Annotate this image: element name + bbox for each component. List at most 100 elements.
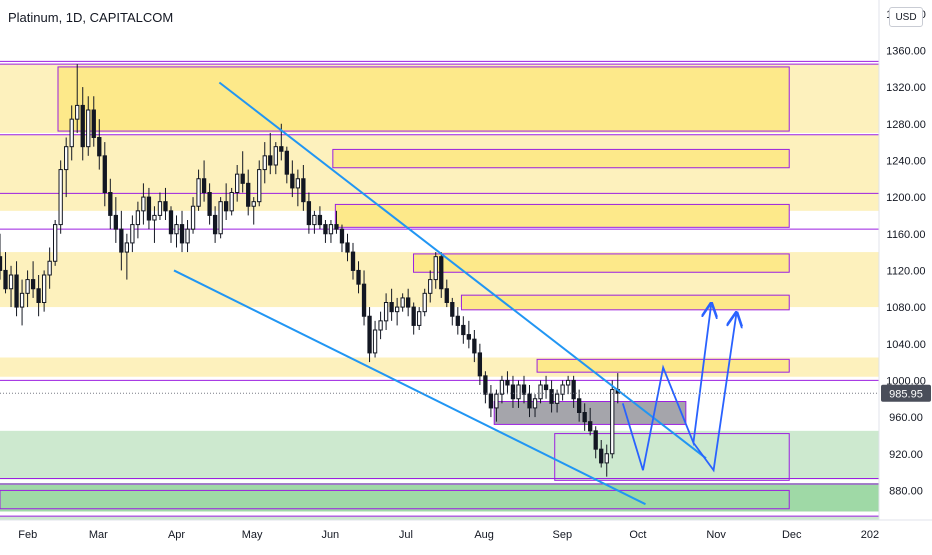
time-tick-label: Nov: [706, 529, 726, 541]
zone-rectangle: [554, 433, 790, 481]
candle: [14, 261, 19, 317]
candle: [207, 183, 212, 225]
candle: [444, 279, 449, 308]
candle: [350, 242, 356, 280]
price-tick-label: 1160.00: [887, 229, 926, 241]
candle: [268, 132, 273, 175]
candle: [372, 320, 378, 358]
candle: [262, 142, 267, 184]
candle-body: [406, 297, 411, 308]
candle-body: [19, 292, 25, 308]
candle: [543, 375, 549, 399]
candle: [135, 201, 141, 239]
time-tick-label: Jul: [399, 529, 413, 541]
candle-body: [257, 169, 262, 203]
candle-body: [246, 182, 251, 207]
candle-body: [3, 269, 8, 290]
price-tick-label: 960.00: [889, 412, 923, 424]
candle: [356, 261, 361, 294]
candle: [488, 385, 494, 418]
candle: [565, 375, 571, 395]
candle: [64, 137, 69, 198]
candle: [168, 206, 174, 243]
candle-body: [279, 146, 284, 152]
candle-body: [521, 384, 527, 395]
candle-body: [428, 279, 433, 294]
candle-body: [450, 302, 455, 317]
projection-path: [621, 305, 736, 473]
candle-body: [345, 242, 350, 253]
price-tick-label: 880.00: [889, 485, 923, 497]
candle: [196, 169, 201, 211]
zone-rectangle: [413, 253, 790, 273]
band: [0, 134, 879, 211]
candle: [532, 394, 538, 418]
price-tick-label: 1240.00: [886, 155, 926, 167]
candle-body: [599, 448, 604, 464]
candle: [588, 407, 593, 436]
currency-button[interactable]: USD: [889, 7, 923, 27]
trendline: [173, 269, 646, 506]
candle: [422, 288, 427, 317]
time-tick-label: Dec: [782, 529, 802, 541]
time-tick-label: Jun: [321, 529, 339, 541]
candle-body: [179, 224, 185, 244]
candle-body: [417, 311, 422, 326]
trendlines: [173, 81, 707, 506]
candle: [394, 297, 400, 326]
price-tick-label: 1360.00: [886, 45, 926, 57]
candle-body: [102, 155, 107, 193]
candle-body: [196, 178, 201, 207]
candle-body: [124, 242, 130, 253]
candle: [235, 165, 240, 202]
candle-body: [356, 269, 361, 285]
candle: [610, 380, 615, 459]
candle: [505, 371, 510, 395]
last-price-label: 985.95: [889, 388, 923, 400]
candle: [417, 307, 422, 330]
last-price-badge: 985.95: [881, 384, 931, 402]
candle-body: [14, 274, 19, 308]
candle: [223, 183, 229, 220]
candle-body: [571, 379, 576, 400]
candle: [284, 146, 289, 184]
candle: [510, 375, 516, 408]
candle: [389, 288, 394, 321]
candle: [246, 169, 251, 216]
candle-body: [218, 201, 223, 235]
candle-body: [130, 224, 135, 244]
candle-body: [240, 173, 245, 184]
candle: [599, 440, 604, 468]
candle-body: [306, 201, 312, 226]
candle-body: [152, 214, 157, 221]
candle: [119, 210, 124, 271]
projection-leg: [692, 314, 736, 473]
time-tick-label: Mar: [89, 529, 108, 541]
candle-body: [510, 384, 516, 400]
candle: [146, 187, 152, 230]
candle-body: [25, 279, 30, 294]
candle-body: [80, 104, 85, 148]
candle-body: [400, 297, 405, 308]
zone-rectangle: [332, 148, 790, 169]
candle-body: [47, 260, 52, 276]
candle: [124, 233, 130, 280]
candle: [212, 206, 218, 243]
candle: [554, 389, 560, 413]
candle-body: [466, 334, 471, 340]
candle: [19, 279, 25, 326]
candle-body: [455, 315, 460, 326]
candle-body: [328, 224, 334, 235]
candle-body: [472, 338, 477, 354]
time-axis[interactable]: Feb Mar Apr May Jun Jul Aug Sep Oct Nov Dec 202: [18, 529, 879, 541]
candle-body: [383, 302, 389, 322]
candle-body: [532, 398, 538, 409]
candle: [53, 220, 58, 266]
candle: [157, 192, 163, 220]
candle-body: [119, 228, 124, 253]
candle-body: [113, 214, 118, 230]
candle: [47, 247, 52, 289]
candle-body: [273, 146, 278, 166]
